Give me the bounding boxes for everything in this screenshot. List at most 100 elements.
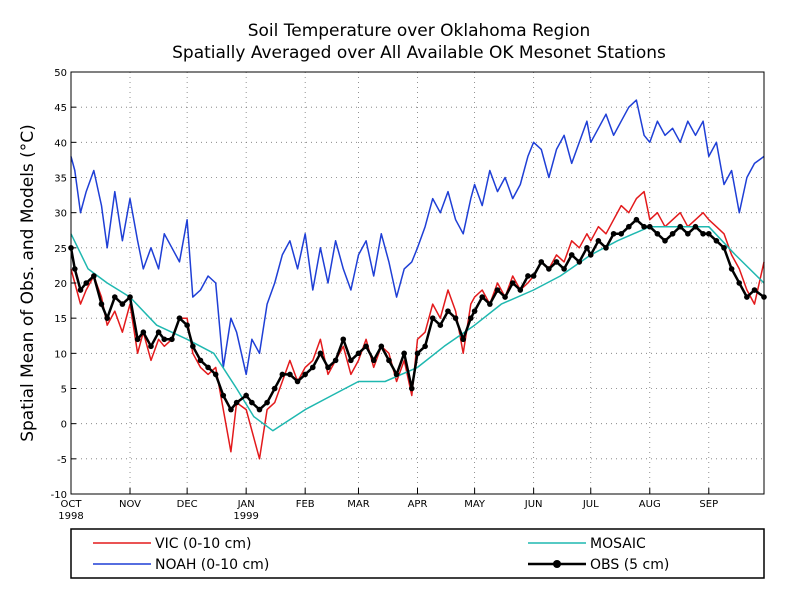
legend-marker-obs-5-cm [553,560,561,568]
data-point-obs-5-cm [603,245,609,251]
data-point-obs-5-cm [169,336,175,343]
data-point-obs-5-cm [348,357,354,364]
x-tick-label: MAR [347,499,369,510]
data-point-obs-5-cm [77,287,84,293]
data-point-obs-5-cm [487,301,493,307]
data-point-obs-5-cm [429,315,436,321]
data-point-obs-5-cm [576,259,583,265]
data-point-obs-5-cm [287,371,293,378]
series-line-noah-0-10-cm [70,99,765,376]
series-line-vic-0-10-cm [70,190,765,460]
data-point-obs-5-cm [386,357,392,364]
data-point-obs-5-cm [309,364,316,371]
data-point-obs-5-cm [119,301,126,307]
data-point-obs-5-cm [685,230,691,237]
x-tick-label: JAN [237,499,255,510]
x-tick-label: NOV [119,499,141,510]
chart-subtitle: Spatially Averaged over All Available OK… [172,43,666,63]
data-point-obs-5-cm [325,364,331,371]
data-point-obs-5-cm [713,238,720,244]
data-point-obs-5-cm [228,406,234,413]
data-point-obs-5-cm [538,259,545,265]
x-tick-label: OCT [61,499,83,510]
data-point-obs-5-cm [641,223,647,230]
data-point-obs-5-cm [148,343,154,350]
y-tick-label: 10 [54,349,67,360]
y-tick-label: 0 [61,420,67,431]
y-tick-label: 45 [54,103,67,114]
data-point-obs-5-cm [452,315,459,321]
data-point-obs-5-cm [530,273,537,279]
legend: VIC (0-10 cm) NOAH (0-10 cm) MOSAIC OBS (5 … [93,536,669,573]
data-point-obs-5-cm [728,266,735,272]
data-point-obs-5-cm [736,280,743,286]
data-point-obs-5-cm [610,230,617,237]
data-point-obs-5-cm [355,350,362,357]
data-point-obs-5-cm [669,230,676,237]
data-point-obs-5-cm [91,273,97,279]
y-tick-label: 35 [54,174,67,185]
data-point-obs-5-cm [471,308,478,314]
x-tick-label: APR [408,499,428,510]
x-tick-label: DEC [177,499,198,510]
data-point-obs-5-cm [587,252,594,258]
data-point-obs-5-cm [249,399,255,406]
data-point-obs-5-cm [509,280,516,286]
data-point-obs-5-cm [104,315,110,321]
data-point-obs-5-cm [700,230,706,237]
data-point-obs-5-cm [279,371,286,378]
data-point-obs-5-cm [494,287,501,293]
legend-label-vic-0-10-cm: VIC (0-10 cm) [155,536,251,552]
data-point-obs-5-cm [401,350,407,357]
data-point-obs-5-cm [479,294,486,300]
data-point-obs-5-cm [744,294,750,300]
data-point-obs-5-cm [340,336,347,343]
data-point-obs-5-cm [72,266,78,272]
data-point-obs-5-cm [98,301,105,307]
data-point-obs-5-cm [161,336,168,343]
y-tick-label: 40 [54,138,67,149]
y-axis-ticks: -10 -5 0 5 10 15 20 25 30 35 40 45 50 [51,68,76,501]
series-line-mosaic [70,225,765,432]
data-point-obs-5-cm [414,350,421,357]
data-point-obs-5-cm [302,371,308,378]
legend-label-mosaic: MOSAIC [590,536,646,552]
data-point-obs-5-cm [677,223,684,230]
data-point-obs-5-cm [127,294,133,300]
data-point-obs-5-cm [271,385,278,392]
x-tick-label: AUG [639,499,661,510]
data-point-obs-5-cm [220,392,227,399]
data-point-obs-5-cm [317,350,324,357]
data-point-obs-5-cm [422,343,428,350]
data-point-obs-5-cm [595,238,602,244]
data-point-obs-5-cm [243,392,249,399]
data-point-obs-5-cm [184,322,190,329]
grid-lines [70,71,764,495]
data-point-obs-5-cm [568,252,575,258]
data-point-obs-5-cm [140,329,147,336]
x-tick-label: JUN [524,499,543,510]
data-point-obs-5-cm [626,223,632,230]
data-point-obs-5-cm [662,238,668,244]
x-tick-label: JUL [582,499,599,510]
x-tick-label: SEP [699,499,718,510]
data-point-obs-5-cm [751,287,758,293]
data-point-obs-5-cm [646,223,653,230]
data-point-obs-5-cm [437,322,444,329]
data-point-obs-5-cm [721,245,727,251]
data-point-obs-5-cm [502,294,508,300]
data-point-obs-5-cm [176,315,183,321]
series-layer [68,99,767,460]
data-point-obs-5-cm [692,223,699,230]
y-tick-label: 5 [61,385,67,396]
y-tick-label: 50 [54,68,67,79]
data-point-obs-5-cm [197,357,204,364]
data-point-obs-5-cm [468,315,474,321]
data-point-obs-5-cm [445,308,451,314]
data-point-obs-5-cm [408,385,415,392]
data-point-obs-5-cm [546,266,552,272]
data-point-obs-5-cm [553,259,560,265]
data-point-obs-5-cm [233,399,240,406]
